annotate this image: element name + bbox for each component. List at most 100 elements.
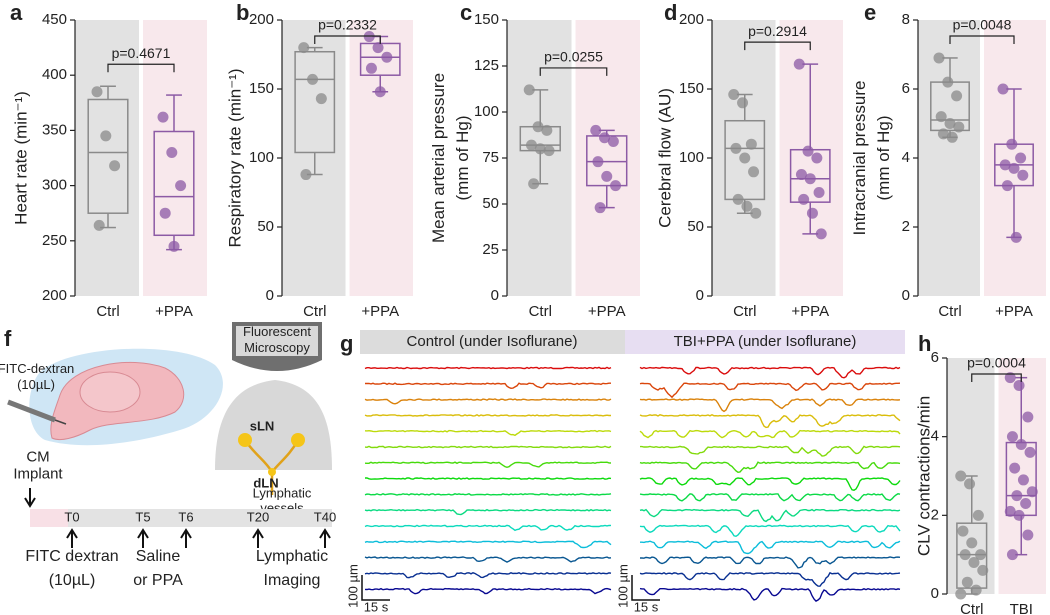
data-point [1011, 490, 1023, 502]
trace [364, 414, 611, 417]
box [153, 130, 195, 237]
data-point [802, 145, 814, 157]
y-tick-label: 0 [696, 287, 704, 304]
data-point [737, 97, 749, 109]
data-point [1017, 169, 1029, 181]
y-tick-label: 2 [931, 506, 939, 523]
y-tick-label: 200 [42, 287, 67, 304]
illustration [238, 433, 252, 447]
data-point [933, 52, 945, 64]
y-axis-label: Intracranial pressure (mm of Hg) [850, 81, 893, 236]
category-background [918, 20, 980, 296]
panel-letter: b [236, 0, 249, 25]
text-line: Saline [136, 548, 181, 565]
illustration [54, 419, 67, 425]
category-background [984, 20, 1046, 296]
trace [364, 508, 612, 516]
data-point [815, 228, 827, 240]
condition-label: TBI+PPA (under Isoflurane) [674, 333, 857, 350]
data-point [594, 202, 606, 214]
y-tick-label: 0 [491, 287, 499, 304]
data-point [109, 160, 121, 172]
data-point [100, 130, 112, 142]
data-point [607, 135, 619, 147]
condition-label: Control (under Isoflurane) [407, 333, 578, 350]
text-line: Imaging [264, 572, 321, 589]
y-tick-label: 350 [42, 121, 67, 138]
data-point [1004, 505, 1016, 517]
y-tick-label: 0 [931, 585, 939, 602]
data-point [93, 219, 105, 231]
box [294, 50, 336, 154]
y-tick-label: 100 [679, 149, 704, 166]
text-line: Intracranial pressure [850, 81, 869, 236]
x-tick-label: Ctrl [529, 303, 552, 320]
trace [639, 398, 901, 413]
scale-bar [631, 575, 660, 601]
x-tick-label: +PPA [791, 303, 829, 320]
category-background [75, 20, 139, 296]
arrow [137, 528, 149, 548]
trace [364, 524, 612, 532]
data-point [1022, 411, 1034, 423]
text-line: Mean arterial pressure [429, 73, 448, 243]
data-point [739, 152, 751, 164]
data-point [1020, 498, 1032, 510]
data-point [372, 42, 384, 54]
data-point [955, 470, 967, 482]
y-axis-label: Cerebral flow (AU) [655, 88, 674, 228]
y-tick-label: 200 [249, 11, 274, 28]
panel-letter: a [10, 0, 23, 25]
timeline [30, 509, 332, 527]
p-value: p=0.0004 [967, 355, 1026, 371]
data-point [1015, 439, 1027, 451]
data-point [955, 588, 967, 600]
data-point [166, 146, 178, 158]
data-point [365, 62, 377, 74]
trace [364, 445, 612, 449]
data-point [1001, 180, 1013, 192]
y-tick-label: 150 [249, 80, 274, 97]
data-point [804, 173, 816, 185]
y-tick-label: 25 [482, 241, 499, 258]
data-point [599, 132, 611, 144]
category-background [507, 20, 572, 296]
panel-letter: d [664, 0, 677, 25]
text-line: Microscopy [244, 340, 310, 355]
data-point [997, 83, 1009, 95]
text-line: (mm of Hg) [453, 116, 472, 201]
y-tick-label: 2 [902, 218, 910, 235]
data-point [946, 131, 958, 143]
arrow [252, 528, 264, 548]
text-line: TBI [1010, 601, 1033, 615]
trace [639, 524, 901, 538]
data-point [1010, 231, 1022, 243]
y-tick-label: 6 [931, 349, 939, 366]
trace [639, 414, 901, 429]
x-tick-label: Ctrl [960, 601, 983, 615]
box [87, 98, 129, 214]
data-point [975, 549, 987, 561]
data-point [806, 207, 818, 219]
implant-label: CM Implant [13, 448, 63, 482]
text-line: (10µL) [49, 572, 96, 589]
x-tick-label: +PPA [995, 303, 1033, 320]
data-point [1013, 380, 1025, 392]
y-tick-label: 300 [42, 177, 67, 194]
significance-bracket [107, 63, 175, 73]
data-point [307, 73, 319, 85]
trace [639, 461, 901, 474]
data-point [159, 207, 171, 219]
box [724, 119, 766, 201]
header-bar [625, 330, 905, 354]
text-line: (10µL) [17, 377, 55, 392]
category-background [349, 20, 413, 296]
data-point [966, 537, 978, 549]
data-point [813, 187, 825, 198]
x-tick-label: +PPA [155, 303, 193, 320]
p-value: p=0.0255 [544, 49, 603, 65]
panel-letter: e [864, 0, 876, 25]
trace [364, 572, 612, 579]
data-point [961, 576, 973, 588]
timeline-label: T0 [64, 509, 79, 524]
